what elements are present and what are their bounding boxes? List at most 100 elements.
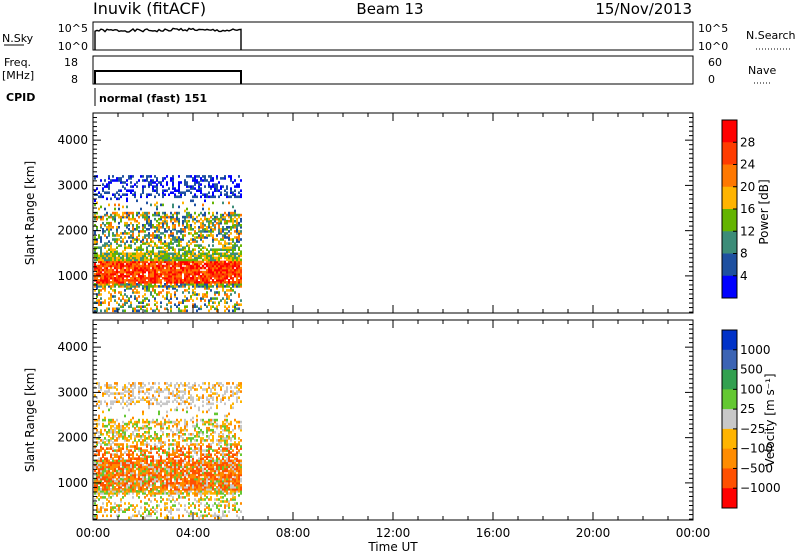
range-cell <box>112 285 114 288</box>
range-cell <box>152 226 154 229</box>
range-cell <box>136 477 138 481</box>
range-cell <box>160 404 162 408</box>
range-cell <box>160 236 162 239</box>
range-cell <box>130 390 132 393</box>
range-cell <box>154 242 156 245</box>
range-cell <box>114 465 116 469</box>
range-cell <box>142 467 144 471</box>
range-cell <box>98 268 100 272</box>
range-cell <box>176 272 178 276</box>
range-cell <box>192 396 194 399</box>
range-cell <box>168 260 170 264</box>
range-cell <box>144 283 146 286</box>
range-cell <box>170 283 172 286</box>
range-cell <box>200 299 202 302</box>
range-cell <box>174 260 176 264</box>
range-cell <box>158 281 160 284</box>
range-cell <box>100 510 102 513</box>
range-cell <box>228 250 230 253</box>
range-cell <box>214 431 216 434</box>
range-cell <box>188 283 190 286</box>
range-cell <box>150 459 152 463</box>
range-cell <box>120 451 122 454</box>
range-cell <box>240 281 242 284</box>
range-cell <box>232 217 234 221</box>
range-cell <box>226 283 228 286</box>
range-cell <box>220 268 222 272</box>
range-cell <box>178 217 180 221</box>
range-cell <box>166 189 168 192</box>
range-cell <box>208 492 210 495</box>
range-cell <box>134 508 136 511</box>
range-cell <box>96 228 98 231</box>
range-cell <box>204 299 206 302</box>
range-cell <box>164 502 166 505</box>
range-cell <box>136 400 138 403</box>
range-cell <box>144 258 146 262</box>
range-cell <box>132 230 134 233</box>
range-cell <box>98 293 100 296</box>
range-cell <box>188 215 190 219</box>
range-cell <box>116 492 118 495</box>
range-cell <box>216 234 218 237</box>
range-cell <box>152 486 154 489</box>
range-cell <box>148 232 150 235</box>
range-cell <box>120 486 122 489</box>
range-cell <box>176 441 178 444</box>
range-cell <box>110 270 112 274</box>
range-cell <box>124 242 126 245</box>
range-cell <box>186 274 188 278</box>
range-cell <box>234 252 236 256</box>
range-cell <box>102 467 104 471</box>
range-cell <box>140 506 142 509</box>
range-cell <box>178 268 180 272</box>
range-cell <box>148 473 150 477</box>
range-cell <box>192 179 194 182</box>
range-cell <box>128 455 130 458</box>
range-cell <box>190 258 192 262</box>
range-cell <box>156 244 158 247</box>
range-cell <box>148 244 150 247</box>
range-cell <box>106 514 108 518</box>
range-cell <box>194 465 196 469</box>
range-cell <box>216 268 218 272</box>
range-cell <box>160 217 162 221</box>
range-cell <box>122 205 124 209</box>
range-cell <box>150 461 152 465</box>
range-cell <box>120 402 122 406</box>
range-cell <box>122 483 124 487</box>
colorbar-swatch <box>722 275 737 299</box>
range-cell <box>152 402 154 406</box>
range-cell <box>222 260 224 264</box>
range-cell <box>172 467 174 471</box>
range-cell <box>156 422 158 426</box>
range-cell <box>200 252 202 256</box>
range-cell <box>150 258 152 262</box>
range-cell <box>170 301 172 304</box>
range-cell <box>154 398 156 401</box>
range-cell <box>110 274 112 278</box>
range-cell <box>182 384 184 387</box>
range-cell <box>156 445 158 448</box>
range-cell <box>206 431 208 434</box>
range-cell <box>122 424 124 428</box>
range-cell <box>158 382 160 385</box>
range-cell <box>220 516 222 520</box>
range-cell <box>172 205 174 209</box>
range-cell <box>206 295 208 298</box>
range-cell <box>102 244 104 247</box>
range-cell <box>230 179 232 182</box>
range-cell <box>114 254 116 258</box>
range-cell <box>130 270 132 274</box>
range-cell <box>148 481 150 485</box>
range-cell <box>100 266 102 270</box>
range-cell <box>156 230 158 233</box>
range-cell <box>170 463 172 467</box>
range-cell <box>174 455 176 458</box>
range-cell <box>118 279 120 282</box>
range-cell <box>132 226 134 229</box>
range-cell <box>152 181 154 184</box>
range-cell <box>204 514 206 518</box>
range-cell <box>180 272 182 276</box>
range-cell <box>142 382 144 385</box>
